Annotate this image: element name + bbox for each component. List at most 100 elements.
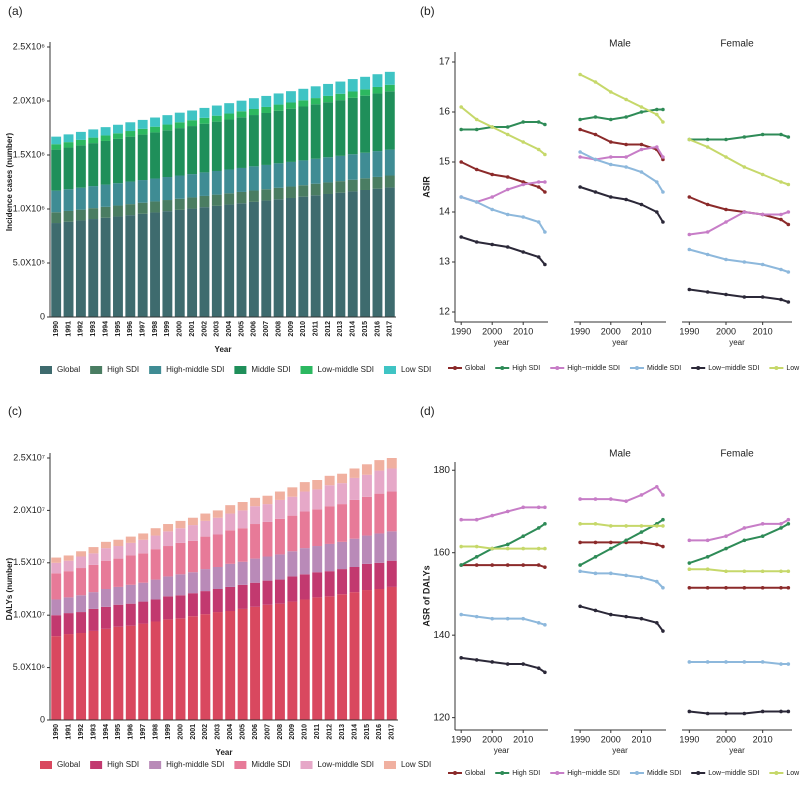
point bbox=[661, 517, 665, 522]
bar-segment bbox=[287, 496, 298, 516]
bar-segment bbox=[349, 592, 360, 720]
bar-segment bbox=[287, 576, 298, 602]
facet-title: Male bbox=[609, 449, 631, 460]
legend-swatch bbox=[234, 761, 247, 769]
x-tick-label: 1990 bbox=[679, 734, 699, 744]
bar-segment bbox=[88, 547, 99, 554]
point bbox=[760, 262, 765, 267]
series-line bbox=[461, 506, 545, 521]
bar-segment bbox=[299, 491, 310, 512]
bar-segment bbox=[250, 497, 261, 507]
y-tick-label: 15 bbox=[439, 157, 451, 168]
bar-segment bbox=[384, 175, 395, 188]
point bbox=[521, 563, 525, 567]
bar-segment bbox=[312, 480, 323, 490]
bar-segment bbox=[298, 196, 309, 317]
bar-segment bbox=[88, 137, 99, 144]
point bbox=[521, 250, 525, 254]
bar-segment bbox=[312, 489, 323, 510]
legend-point bbox=[634, 771, 639, 775]
bar-segment bbox=[286, 186, 296, 198]
x-tick-label: 2002 bbox=[201, 321, 208, 337]
point bbox=[459, 544, 464, 549]
bar-segment bbox=[248, 190, 259, 202]
point bbox=[655, 210, 659, 214]
bar-segment bbox=[75, 131, 86, 140]
bar-segment bbox=[100, 127, 111, 136]
bar-segment bbox=[386, 531, 397, 561]
x-tick-label: 1995 bbox=[115, 321, 122, 337]
bar-segment bbox=[374, 533, 385, 563]
bar-segment bbox=[273, 163, 284, 188]
x-tick-label: 2000 bbox=[601, 326, 621, 336]
bar-segment bbox=[163, 531, 174, 547]
legend-swatch bbox=[234, 366, 247, 374]
series-line bbox=[580, 522, 663, 527]
series-line bbox=[689, 518, 789, 542]
bar-segment bbox=[51, 562, 62, 574]
bar-segment bbox=[273, 199, 284, 317]
x-tick-label: 2004 bbox=[227, 724, 234, 740]
point bbox=[536, 526, 541, 530]
x-tick-label: 1995 bbox=[115, 724, 122, 740]
bar-segment bbox=[125, 181, 136, 205]
legend-label: Low SDI bbox=[786, 365, 800, 372]
bar-segment bbox=[225, 563, 236, 587]
bar-segment bbox=[287, 487, 298, 497]
bar-segment bbox=[88, 592, 99, 609]
point bbox=[459, 563, 464, 567]
x-tick-label: 1990 bbox=[570, 734, 590, 744]
bar-segment bbox=[88, 564, 99, 593]
x-tick-label: 2014 bbox=[351, 724, 358, 740]
bar-segment bbox=[200, 614, 211, 720]
bar-segment bbox=[310, 158, 321, 184]
legend-swatch bbox=[90, 366, 103, 374]
point bbox=[742, 569, 747, 574]
point bbox=[705, 538, 710, 543]
x-tick-label: 1994 bbox=[103, 724, 110, 740]
bar-segment bbox=[113, 586, 124, 605]
legend-point bbox=[634, 366, 639, 370]
point bbox=[661, 157, 665, 162]
bar-segment bbox=[360, 76, 371, 90]
bar-segment bbox=[237, 584, 248, 609]
bar-segment bbox=[212, 517, 223, 535]
point bbox=[779, 569, 783, 574]
point bbox=[779, 662, 783, 666]
bar-segment bbox=[310, 86, 321, 99]
point bbox=[786, 210, 791, 214]
bar-segment bbox=[125, 131, 136, 137]
y-tick-label: 1.0X10⁶ bbox=[13, 203, 46, 213]
point bbox=[521, 182, 525, 187]
bar-segment bbox=[51, 212, 62, 224]
bar-segment bbox=[175, 574, 186, 596]
y-tick-label: 120 bbox=[433, 712, 450, 723]
point bbox=[786, 182, 791, 187]
bar-segment bbox=[248, 115, 259, 167]
x-axis-title: year bbox=[729, 338, 745, 347]
series-line bbox=[461, 564, 546, 569]
bar-segment bbox=[63, 555, 74, 561]
point bbox=[536, 505, 541, 510]
point bbox=[505, 563, 510, 567]
bar-segment bbox=[273, 187, 284, 200]
bar-segment bbox=[100, 217, 111, 317]
point bbox=[505, 509, 510, 514]
legend-swatch bbox=[300, 761, 313, 769]
series-line bbox=[580, 485, 664, 503]
bar-segment bbox=[113, 124, 123, 134]
point bbox=[459, 160, 464, 164]
bar-segment bbox=[337, 569, 348, 595]
point bbox=[624, 614, 628, 619]
point bbox=[705, 202, 710, 207]
bar-segment bbox=[150, 178, 160, 202]
bar-segment bbox=[150, 579, 161, 600]
x-tick-label: 2017 bbox=[387, 321, 394, 337]
series-line bbox=[579, 128, 664, 161]
point bbox=[786, 522, 791, 526]
x-tick-label: 1999 bbox=[164, 321, 171, 337]
bar-segment bbox=[310, 183, 321, 196]
bar-segment bbox=[236, 117, 247, 168]
legend-point bbox=[555, 366, 560, 370]
bar-segment bbox=[150, 621, 161, 720]
